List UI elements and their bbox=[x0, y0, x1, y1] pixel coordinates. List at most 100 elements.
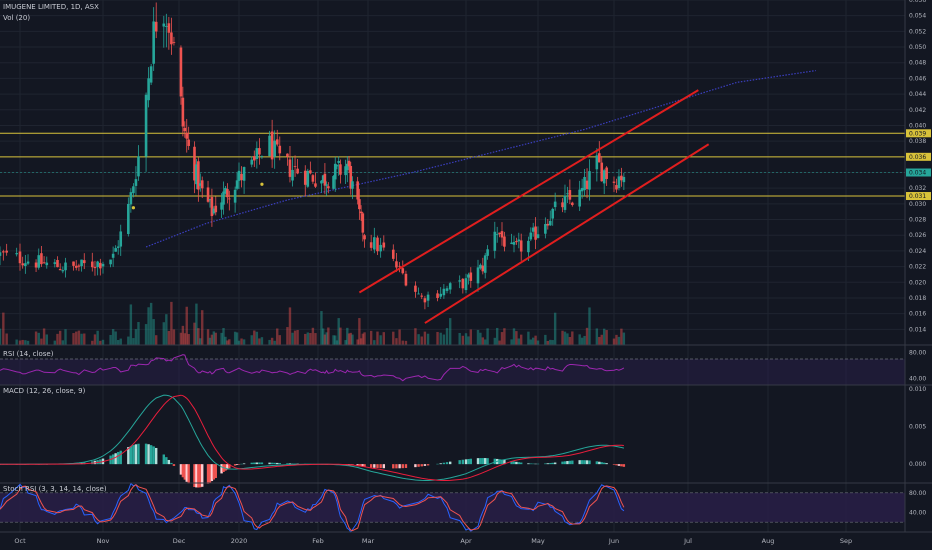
volume-bar bbox=[109, 334, 112, 345]
candle-body bbox=[620, 175, 623, 181]
volume-bar bbox=[201, 310, 204, 345]
candle-body bbox=[486, 249, 489, 256]
macd-histogram-bar bbox=[500, 459, 504, 465]
rsi-tick-label: 40.00 bbox=[909, 376, 926, 383]
volume-bar bbox=[293, 330, 297, 345]
candle-body bbox=[90, 261, 94, 268]
volume-bar bbox=[183, 333, 187, 345]
volume-bar bbox=[382, 332, 386, 345]
volume-bar bbox=[26, 340, 30, 345]
volume-bar bbox=[551, 340, 554, 345]
candle-body bbox=[622, 176, 626, 183]
candle-body bbox=[512, 241, 516, 245]
candle-body bbox=[226, 189, 229, 198]
candle-body bbox=[58, 269, 62, 271]
candle-body bbox=[382, 242, 386, 248]
signal-dot bbox=[131, 206, 135, 210]
candle-body bbox=[309, 170, 312, 174]
price-tick-label: 0.052 bbox=[909, 28, 926, 35]
macd-histogram-bar bbox=[233, 464, 237, 466]
volume-bar bbox=[398, 329, 401, 345]
volume-bar bbox=[585, 327, 589, 345]
candle-body bbox=[278, 145, 282, 154]
candle-body bbox=[617, 176, 621, 189]
volume-bar bbox=[503, 328, 506, 345]
macd-histogram-bar bbox=[358, 464, 361, 467]
volume-bar bbox=[423, 331, 427, 345]
volume-bar bbox=[147, 307, 150, 345]
candle-body bbox=[197, 161, 200, 190]
macd-histogram-bar bbox=[595, 461, 599, 465]
level-badge bbox=[906, 152, 931, 161]
macd-histogram-bar bbox=[382, 464, 386, 469]
macd-histogram-bar bbox=[361, 464, 365, 467]
volume-bar bbox=[320, 311, 323, 345]
volume-bar bbox=[580, 337, 584, 345]
candle-body bbox=[493, 231, 497, 251]
volume-bar bbox=[195, 303, 198, 345]
macd-histogram-bar bbox=[395, 464, 398, 469]
volume-bar bbox=[167, 330, 171, 345]
volume-bar bbox=[323, 334, 327, 345]
candle-body bbox=[529, 232, 533, 240]
candle-body bbox=[152, 21, 155, 64]
macd-histogram-bar bbox=[481, 458, 484, 465]
volume-bar bbox=[529, 339, 532, 345]
candle-body bbox=[420, 295, 424, 297]
volume-bar bbox=[18, 340, 22, 345]
candle-body bbox=[270, 131, 274, 160]
candle-body bbox=[303, 170, 307, 185]
level-badge bbox=[906, 192, 931, 201]
price-tick-label: 0.032 bbox=[909, 185, 926, 192]
volume-bar bbox=[222, 328, 225, 345]
macd-tick-label: 0.005 bbox=[909, 423, 926, 430]
stoch-tick-label: 40.00 bbox=[909, 509, 926, 516]
candle-body bbox=[553, 201, 557, 208]
macd-histogram-bar bbox=[170, 462, 173, 465]
macd-histogram-bar bbox=[536, 463, 540, 465]
candle-body bbox=[195, 164, 198, 185]
macd-histogram-bar bbox=[376, 464, 379, 468]
volume-bar bbox=[101, 339, 105, 345]
volume-bar bbox=[358, 318, 361, 345]
candle-body bbox=[337, 161, 340, 163]
candle-body bbox=[129, 192, 133, 205]
price-tick-label: 0.038 bbox=[909, 138, 926, 145]
volume-bar bbox=[152, 319, 155, 345]
macd-histogram-bar bbox=[398, 464, 401, 469]
month-label: Jul bbox=[683, 537, 692, 545]
volume-bar bbox=[45, 334, 48, 345]
candle-body bbox=[181, 97, 185, 127]
macd-histogram-bar bbox=[484, 458, 487, 465]
volume-bar bbox=[296, 329, 299, 345]
macd-histogram-bar bbox=[561, 461, 564, 465]
candle-body bbox=[503, 236, 506, 247]
volume-bar bbox=[484, 339, 487, 345]
price-tick-label: 0.040 bbox=[909, 122, 926, 129]
volume-bar bbox=[278, 335, 281, 345]
macd-histogram-bar bbox=[493, 458, 496, 465]
volume-bar bbox=[532, 337, 535, 345]
price-tick-label: 0.024 bbox=[909, 248, 926, 255]
volume-bar bbox=[137, 322, 140, 345]
candle-body bbox=[224, 187, 227, 194]
candle-body bbox=[111, 253, 115, 258]
macd-histogram-bar bbox=[268, 462, 271, 465]
candle-body bbox=[5, 250, 8, 253]
candle-body bbox=[242, 167, 246, 181]
signal-dot bbox=[260, 182, 264, 186]
candle-body bbox=[566, 193, 569, 195]
volume-bar bbox=[347, 333, 351, 345]
macd-histogram-bar bbox=[549, 463, 552, 465]
volume-bar bbox=[339, 327, 342, 345]
volume-bar bbox=[114, 331, 117, 345]
price-tick-label: 0.044 bbox=[909, 91, 926, 98]
macd-histogram-bar bbox=[210, 464, 214, 482]
volume-bar bbox=[5, 333, 8, 345]
candle-body bbox=[0, 252, 2, 256]
volume-bar bbox=[420, 336, 423, 345]
macd-histogram-bar bbox=[476, 458, 480, 465]
macd-histogram-bar bbox=[258, 462, 261, 465]
macd-histogram-bar bbox=[442, 462, 446, 465]
